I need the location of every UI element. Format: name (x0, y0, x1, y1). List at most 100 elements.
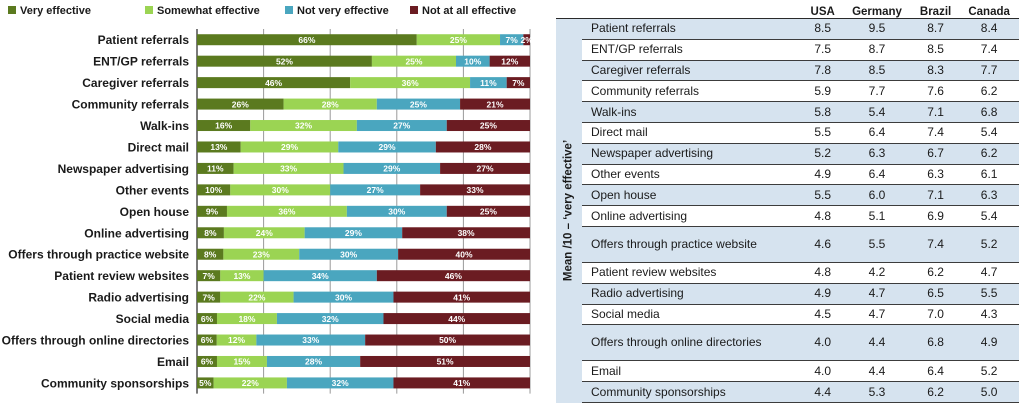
table-row: Open house 5.5 6.0 7.1 6.3 (556, 184, 1019, 207)
category-label: Community sponsorships (41, 376, 189, 390)
bar-segment (500, 34, 524, 46)
bar-segment (304, 227, 403, 239)
table-cell: 6.3 (959, 184, 1019, 207)
bar-segment (197, 313, 217, 325)
data-label: 12% (228, 335, 245, 345)
data-label: 28% (305, 357, 322, 367)
data-label: 16% (215, 121, 232, 131)
bar-segment (371, 55, 456, 67)
data-label: 10% (205, 185, 222, 195)
data-label: 12% (501, 56, 518, 66)
bar-segment (220, 291, 294, 303)
table-cell: 5.3 (842, 381, 912, 403)
bar-segment (263, 270, 377, 282)
table-cell: 6.5 (911, 283, 960, 305)
bar-segment (506, 77, 530, 89)
table-cell: 5.9 (803, 80, 843, 103)
bar-segment (440, 162, 530, 174)
table-cell: 8.4 (959, 18, 1019, 40)
table-cell: 7.4 (959, 39, 1019, 61)
bar-segment (233, 162, 344, 174)
data-label: 7% (512, 78, 525, 88)
data-label: 30% (335, 292, 352, 302)
table-cell: 8.5 (803, 18, 843, 40)
row-label: Patient referrals (582, 18, 804, 40)
bar-segment (446, 120, 530, 132)
table-cell: 6.3 (911, 164, 960, 186)
bar-segment (393, 377, 530, 389)
data-label: 11% (480, 78, 497, 88)
table-row: Direct mail 5.5 6.4 7.4 5.4 (556, 122, 1019, 144)
data-label: 30% (272, 185, 289, 195)
table-cell: 4.0 (803, 324, 843, 362)
data-label: 33% (302, 335, 319, 345)
legend-label: Very effective (20, 5, 91, 17)
bar-segment (283, 98, 377, 110)
bar-segment (360, 355, 530, 367)
table-cell: 4.7 (959, 262, 1019, 284)
category-label: Email (157, 355, 189, 369)
bar-segment (356, 120, 447, 132)
bar-segment (197, 377, 214, 389)
mean-score-table: USA Germany Brazil Canada Mean /10 – ‘ve… (556, 6, 1019, 403)
data-label: 18% (238, 314, 255, 324)
table-row: Social media 4.5 4.7 7.0 4.3 (556, 304, 1019, 326)
bar-segment (240, 141, 339, 153)
table-cell: 4.8 (803, 205, 843, 227)
row-label: Direct mail (582, 122, 804, 144)
table-cell: 6.4 (911, 360, 960, 383)
table-cell: 5.8 (803, 101, 843, 123)
data-label: 36% (278, 207, 295, 217)
data-label: 5% (199, 378, 212, 388)
category-label: ENT/GP referrals (93, 55, 189, 69)
table-cell: 4.4 (842, 360, 912, 383)
stacked-bar-chart: Very effective Somewhat effective Not very… (1, 5, 531, 394)
data-label: 15% (233, 357, 250, 367)
category-label: Walk-ins (140, 119, 189, 133)
category-label: Direct mail (128, 140, 189, 154)
data-label: 6% (201, 314, 214, 324)
bar-segment (197, 205, 227, 217)
data-label: 41% (453, 378, 470, 388)
table-cell: 6.9 (911, 205, 960, 227)
column-header: Canada (959, 6, 1019, 19)
bar-segment (197, 248, 224, 260)
bar-segment (197, 34, 417, 46)
table-cell: 8.3 (911, 60, 960, 82)
data-label: 46% (445, 271, 462, 281)
table-cell: 6.4 (842, 164, 912, 186)
bar-segment (256, 334, 366, 346)
table-cell: 7.4 (911, 122, 960, 144)
table-cell: 7.1 (911, 101, 960, 123)
data-label: 27% (367, 185, 384, 195)
legend-label: Not at all effective (422, 5, 516, 17)
table-cell: 6.2 (911, 262, 960, 284)
row-label: Radio advertising (582, 283, 804, 305)
data-label: 38% (458, 228, 475, 238)
table-cell: 5.5 (803, 122, 843, 144)
bar-segment (216, 334, 257, 346)
legend-label: Somewhat effective (157, 5, 260, 17)
table-cell: 5.4 (842, 101, 912, 123)
bar-segment (223, 227, 305, 239)
category-label: Social media (116, 312, 190, 326)
bar-segment (299, 248, 399, 260)
category-label: Newspaper advertising (58, 162, 189, 176)
table-cell: 4.3 (959, 304, 1019, 326)
table-cell: 5.2 (803, 143, 843, 165)
table-cell: 4.4 (803, 381, 843, 403)
row-label: ENT/GP referrals (582, 39, 804, 61)
data-label: 28% (474, 142, 491, 152)
data-label: 46% (265, 78, 282, 88)
table-cell: 4.4 (842, 324, 912, 362)
category-label: Radio advertising (88, 291, 189, 305)
table-row: Newspaper advertising 5.2 6.3 6.7 6.2 (556, 143, 1019, 165)
data-label: 13% (210, 142, 227, 152)
bar-segment (197, 141, 241, 153)
row-label: Offers through online directories (582, 324, 804, 362)
table-cell: 5.5 (803, 184, 843, 207)
data-label: 7% (203, 292, 216, 302)
bar-segment (197, 270, 221, 282)
table-cell: 8.7 (911, 18, 960, 40)
table-cell: 5.2 (959, 360, 1019, 383)
